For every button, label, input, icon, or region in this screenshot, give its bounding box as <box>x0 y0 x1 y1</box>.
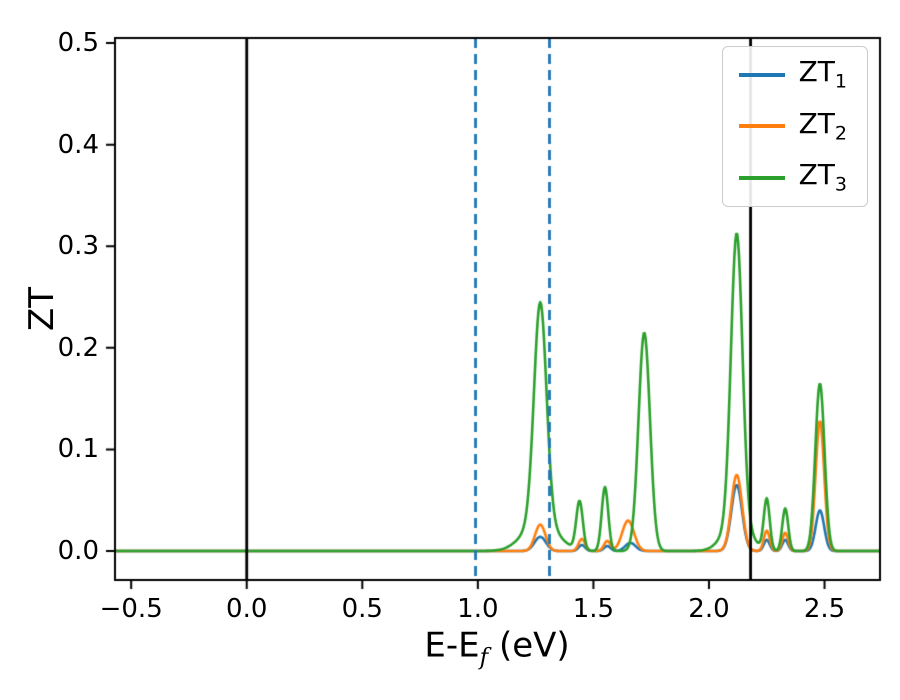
y-axis-label: ZT <box>22 286 62 332</box>
y-tick-label: 0.5 <box>57 28 99 59</box>
x-tick-label: 2.5 <box>803 594 846 624</box>
y-tick-label: 0.0 <box>57 536 99 567</box>
legend-label-ZT1: ZT1 <box>798 55 847 93</box>
legend-entry-ZT2: ZT2 <box>738 106 847 145</box>
legend-swatch-ZT1 <box>738 72 785 77</box>
legend-entry-ZT3: ZT3 <box>738 158 847 196</box>
x-tick-label: −0.5 <box>99 594 163 624</box>
legend-swatch-ZT2 <box>738 124 785 129</box>
y-tick-label: 0.3 <box>57 231 99 262</box>
x-tick-label: 2.0 <box>688 594 730 624</box>
x-tick-label: 1.5 <box>572 594 615 624</box>
x-axis-label: E-Ef (eV) <box>424 625 570 671</box>
x-tick-label: 0.5 <box>341 594 383 624</box>
legend-swatch-ZT3 <box>738 175 785 180</box>
legend-label-ZT3: ZT3 <box>798 158 847 196</box>
x-tick-label: 0.0 <box>226 594 268 624</box>
legend: ZT1 ZT2 ZT3 <box>721 46 868 207</box>
legend-entry-ZT1: ZT1 <box>738 55 847 93</box>
legend-label-ZT2: ZT2 <box>798 106 847 145</box>
y-tick-label: 0.2 <box>57 332 99 363</box>
y-tick-label: 0.1 <box>57 434 99 465</box>
x-tick-label: 1.0 <box>457 594 499 624</box>
y-tick-label: 0.4 <box>57 129 99 160</box>
